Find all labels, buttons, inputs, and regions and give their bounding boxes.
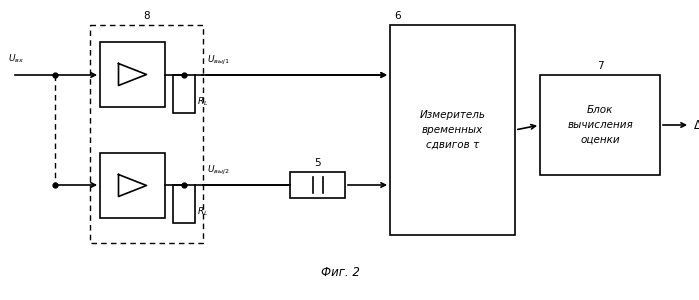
Bar — [540, 75, 660, 175]
Text: 5: 5 — [314, 158, 321, 168]
Text: $R_L$: $R_L$ — [197, 96, 208, 108]
Bar — [100, 42, 165, 107]
Bar — [173, 185, 195, 223]
Bar — [100, 153, 165, 218]
Text: $\Delta\tau^*$: $\Delta\tau^*$ — [693, 117, 699, 133]
Text: 7: 7 — [597, 61, 603, 71]
Bar — [290, 172, 345, 198]
Text: 6: 6 — [394, 11, 401, 21]
Text: 8: 8 — [143, 11, 150, 21]
Bar — [390, 25, 515, 235]
Text: $R_L$: $R_L$ — [197, 206, 208, 218]
Text: Измеритель
временных
сдвигов τ: Измеритель временных сдвигов τ — [419, 110, 486, 150]
Bar — [90, 25, 203, 243]
Text: Блок
вычисления
оценки: Блок вычисления оценки — [567, 105, 633, 145]
Text: $U_{выј2}$: $U_{выј2}$ — [207, 164, 229, 177]
Bar — [173, 75, 195, 113]
Text: $U_{вх}$: $U_{вх}$ — [8, 52, 24, 65]
Text: Фиг. 2: Фиг. 2 — [321, 266, 359, 278]
Text: $U_{выј1}$: $U_{выј1}$ — [207, 54, 229, 67]
